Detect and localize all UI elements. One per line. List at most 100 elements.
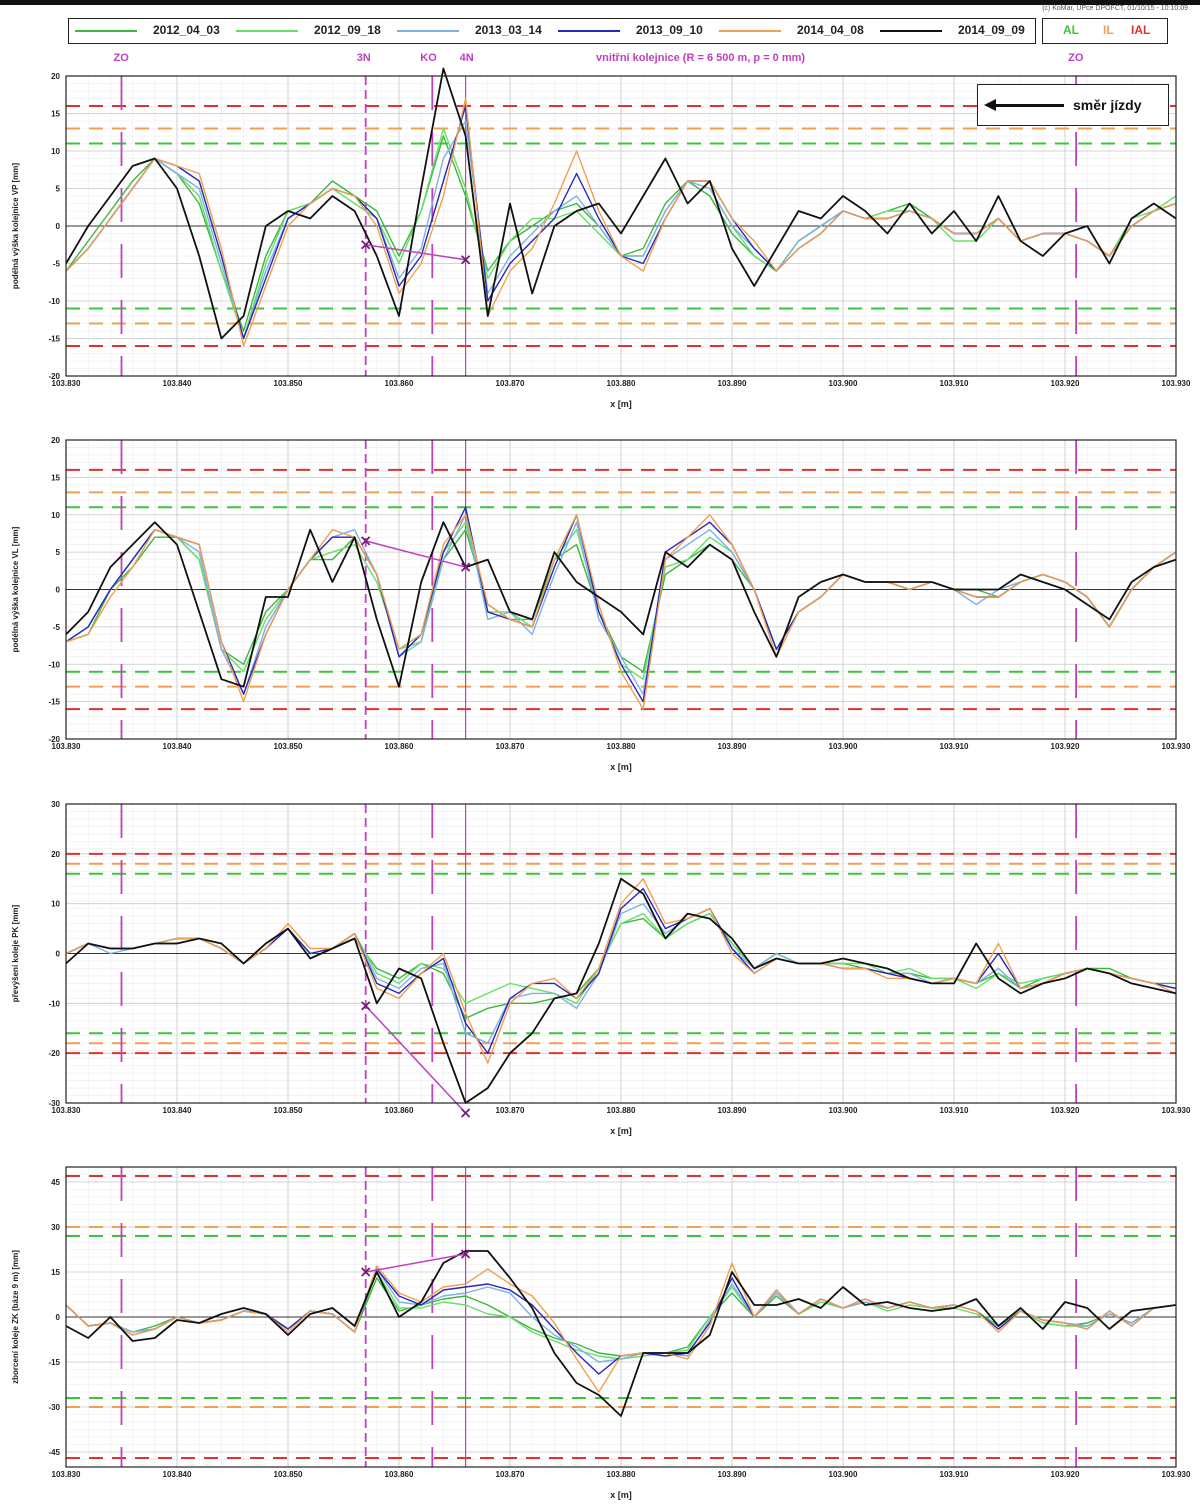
y-tick-label: -30 <box>48 1099 60 1108</box>
marker-label-3n: 3N <box>356 52 371 64</box>
y-tick-label: 15 <box>51 473 60 482</box>
y-tick-label: -15 <box>48 335 60 344</box>
y-axis-label: převýšení koleje PK [mm] <box>11 904 20 1002</box>
legend-line <box>880 30 942 32</box>
y-tick-label: 15 <box>51 110 60 119</box>
series-line-2014_04_08 <box>65 878 1177 1064</box>
y-tick-label: -5 <box>53 623 61 632</box>
y-tick-label: -10 <box>48 660 60 669</box>
y-tick-label: 20 <box>51 436 60 445</box>
x-tick-label: 103.830 <box>52 1470 81 1479</box>
y-tick-label: 0 <box>56 950 61 959</box>
y-axis-label: podélná výška kolejnice VL [mm] <box>11 526 20 652</box>
x-tick-label: 103.890 <box>718 379 747 388</box>
plot-frame <box>65 1166 1177 1468</box>
legend-item: 2012_09_18 <box>230 19 391 42</box>
legend-label: 2012_09_18 <box>314 23 381 37</box>
chart-panel-3: -30 -20 -10 0 10 20 30 103.830 103.840 103.850 103… <box>11 800 1191 1136</box>
plot-frame <box>65 75 1177 377</box>
y-tick-label: -20 <box>48 1049 60 1058</box>
x-tick-label: 103.860 <box>385 379 414 388</box>
x-tick-label: 103.910 <box>940 379 969 388</box>
annotation-cross-icon <box>460 1249 471 1259</box>
y-tick-label: -10 <box>48 297 60 306</box>
y-tick-label: 5 <box>56 185 61 194</box>
chart-panel-4: -45 -30 -15 0 15 30 45 103.830 103.840 103.850 103… <box>11 1166 1191 1500</box>
legend-item: 2012_04_03 <box>69 19 230 42</box>
legend-label: 2013_09_10 <box>636 23 703 37</box>
annotation-cross-icon <box>361 240 371 250</box>
y-axis-label: podélná výška kolejnice VP [mm] <box>11 163 20 289</box>
y-tick-label: 30 <box>51 800 60 809</box>
annotation-cross-icon <box>361 536 371 546</box>
copyright-text: (c) KoMar, UPce DPOFČT, 01/10/15 - 10:10… <box>1042 5 1188 12</box>
x-tick-label: 103.880 <box>607 742 636 751</box>
legend-line <box>719 30 781 32</box>
series-line-2014_09_09 <box>65 1250 1177 1417</box>
y-tick-label: -45 <box>48 1448 60 1457</box>
x-tick-label: 103.890 <box>718 1470 747 1479</box>
y-tick-label: 0 <box>56 222 61 231</box>
legend-item: 2013_03_14 <box>391 19 552 42</box>
marker-label-4n: 4N <box>459 52 474 64</box>
legend-label: 2013_03_14 <box>475 23 542 37</box>
annotation-connector <box>365 244 466 261</box>
y-tick-label: 10 <box>51 511 60 520</box>
legend-line <box>558 30 620 32</box>
x-tick-label: 103.910 <box>940 742 969 751</box>
series-line-2014_09_09 <box>65 521 1177 688</box>
x-tick-label: 103.900 <box>829 1470 858 1479</box>
x-tick-label: 103.840 <box>163 1470 192 1479</box>
direction-label: směr jízdy <box>1073 97 1142 113</box>
x-tick-label: 103.850 <box>274 379 303 388</box>
legend-line <box>75 30 137 32</box>
x-tick-label: 103.870 <box>496 742 525 751</box>
limit-legend-al: AL <box>1063 23 1079 37</box>
y-tick-label: -20 <box>48 735 60 744</box>
x-tick-label: 103.850 <box>274 1470 303 1479</box>
annotation-cross-icon <box>361 1267 371 1277</box>
y-tick-label: 0 <box>56 586 61 595</box>
series-legend: 2012_04_03 2012_09_18 2013_03_14 2013_09_10… <box>68 18 1036 44</box>
legend-label: 2014_09_09 <box>958 23 1025 37</box>
marker-label-zo: ZO <box>113 52 129 64</box>
x-tick-label: 103.850 <box>274 742 303 751</box>
y-tick-label: -20 <box>48 372 60 381</box>
x-tick-label: 103.840 <box>163 1106 192 1115</box>
y-tick-label: 10 <box>51 147 60 156</box>
x-axis-label: x [m] <box>610 399 632 409</box>
x-tick-label: 103.920 <box>1051 742 1080 751</box>
limit-legend-ial: IAL <box>1131 23 1151 37</box>
x-tick-label: 103.910 <box>940 1470 969 1479</box>
y-axis-label: zborcení koleje ZK (báze 9 m) [mm] <box>11 1250 20 1384</box>
direction-box: směr jízdy <box>977 84 1169 126</box>
limit-legend-il: IL <box>1103 23 1114 37</box>
x-tick-label: 103.930 <box>1162 742 1191 751</box>
annotation-connector <box>365 540 466 568</box>
x-tick-label: 103.860 <box>385 1106 414 1115</box>
annotation-cross-icon <box>361 1001 371 1011</box>
x-tick-label: 103.900 <box>829 742 858 751</box>
y-tick-label: -10 <box>48 999 60 1008</box>
x-tick-label: 103.930 <box>1162 1470 1191 1479</box>
series-line-2013_03_14 <box>65 514 1177 695</box>
marker-label-ko: KO <box>420 52 437 64</box>
x-tick-label: 103.880 <box>607 1470 636 1479</box>
x-tick-label: 103.870 <box>496 379 525 388</box>
y-tick-label: 45 <box>51 1178 60 1187</box>
series-line-2014_04_08 <box>65 97 1177 347</box>
x-tick-label: 103.850 <box>274 1106 303 1115</box>
legend-item: 2014_09_09 <box>874 19 1035 42</box>
series-line-2014_04_08 <box>65 1262 1177 1393</box>
y-tick-label: 15 <box>51 1268 60 1277</box>
annotation-connector <box>365 1005 467 1114</box>
x-tick-label: 103.920 <box>1051 1470 1080 1479</box>
annotation-cross-icon <box>460 562 471 572</box>
annotation-cross-icon <box>460 1108 471 1118</box>
chart-panel-2: -20 -15 -10 -5 0 5 10 15 20 103.830 103.840 103.850… <box>11 436 1191 772</box>
y-tick-label: -30 <box>48 1403 60 1412</box>
legend-label: 2012_04_03 <box>153 23 220 37</box>
marker-label-zo: ZO <box>1068 52 1084 64</box>
y-tick-label: 20 <box>51 850 60 859</box>
